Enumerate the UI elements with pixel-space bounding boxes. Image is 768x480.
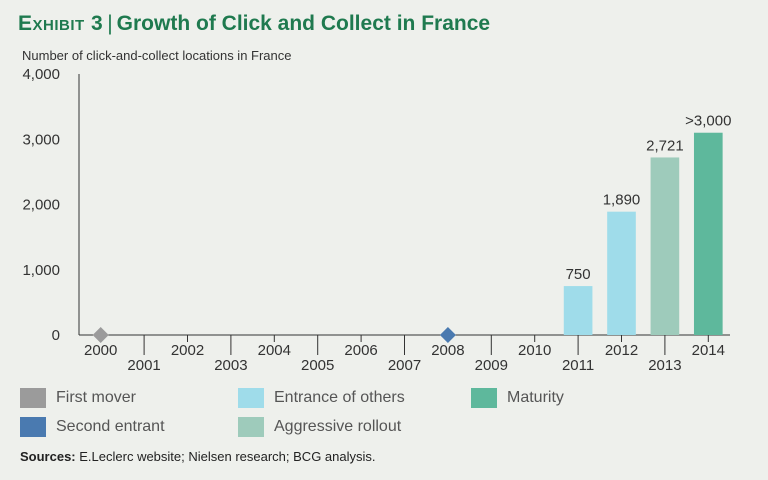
bar-chart: 0 1,000 2,000 3,000 4,000 2000 2001 2002 2003 200…: [22, 66, 731, 374]
y-tick-label: 2,000: [22, 197, 60, 214]
x-tick-label: 2010: [518, 342, 551, 359]
x-tick-label: 2008: [431, 342, 464, 359]
legend-label-entrance-of-others: Entrance of others: [274, 389, 405, 406]
data-label-2011: 750: [566, 266, 591, 283]
x-tick-label: 2009: [475, 357, 508, 374]
x-tick-label: 2003: [214, 357, 247, 374]
legend-item-first-mover: First mover: [20, 388, 136, 408]
sources-text: E.Leclerc website; Nielsen research; BCG…: [79, 449, 376, 464]
legend-swatch-first-mover: [20, 388, 46, 408]
y-tick-label: 1,000: [22, 262, 60, 279]
legend-swatch-aggressive-rollout: [238, 417, 264, 437]
bar-2011: [563, 286, 593, 335]
x-tick-label: 2006: [344, 342, 377, 359]
legend-item-entrance-of-others: Entrance of others: [238, 388, 405, 408]
data-label-2012: 1,890: [603, 192, 641, 209]
sources-label: Sources:: [20, 449, 76, 464]
sources-note: Sources: E.Leclerc website; Nielsen rese…: [20, 449, 376, 464]
legend-swatch-maturity: [471, 388, 497, 408]
legend: First mover Entrance of others Maturity …: [20, 388, 760, 448]
legend-item-second-entrant: Second entrant: [20, 417, 165, 437]
x-tick-label: 2002: [171, 342, 204, 359]
x-tick-label: 2001: [127, 357, 160, 374]
marker-2000: [92, 327, 109, 343]
legend-label-second-entrant: Second entrant: [56, 418, 165, 435]
x-tick-label: 2007: [388, 357, 421, 374]
legend-item-maturity: Maturity: [471, 388, 564, 408]
legend-swatch-entrance-of-others: [238, 388, 264, 408]
bar-2013: [650, 157, 680, 335]
legend-label-maturity: Maturity: [507, 389, 564, 406]
x-tick-label: 2014: [692, 342, 725, 359]
legend-item-aggressive-rollout: Aggressive rollout: [238, 417, 401, 437]
x-tick-label: 2011: [562, 357, 594, 374]
x-tick-label: 2005: [301, 357, 334, 374]
data-label-2013: 2,721: [646, 137, 684, 154]
y-tick-label: 3,000: [22, 131, 60, 148]
bar-2012: [607, 211, 636, 335]
x-tick-label: 2012: [605, 342, 638, 359]
x-tick-label: 2004: [258, 342, 291, 359]
y-tick-label: 4,000: [22, 66, 60, 83]
legend-label-first-mover: First mover: [56, 389, 136, 406]
x-tick-label: 2000: [84, 342, 117, 359]
y-tick-label: 0: [52, 327, 60, 344]
marker-2008: [439, 327, 456, 343]
bar-2014: [693, 132, 723, 335]
y-axis-label: Number of click-and-collect locations in…: [22, 48, 292, 63]
title-text: Growth of Click and Collect in France: [116, 12, 491, 35]
title-separator: |: [107, 12, 113, 35]
legend-swatch-second-entrant: [20, 417, 46, 437]
data-label-2014: >3,000: [685, 113, 731, 130]
chart-title: Exhibit 3 | Growth of Click and Collect in…: [18, 12, 490, 36]
legend-label-aggressive-rollout: Aggressive rollout: [274, 418, 402, 435]
exhibit-label: Exhibit 3: [18, 12, 104, 35]
x-tick-label: 2013: [648, 357, 681, 374]
